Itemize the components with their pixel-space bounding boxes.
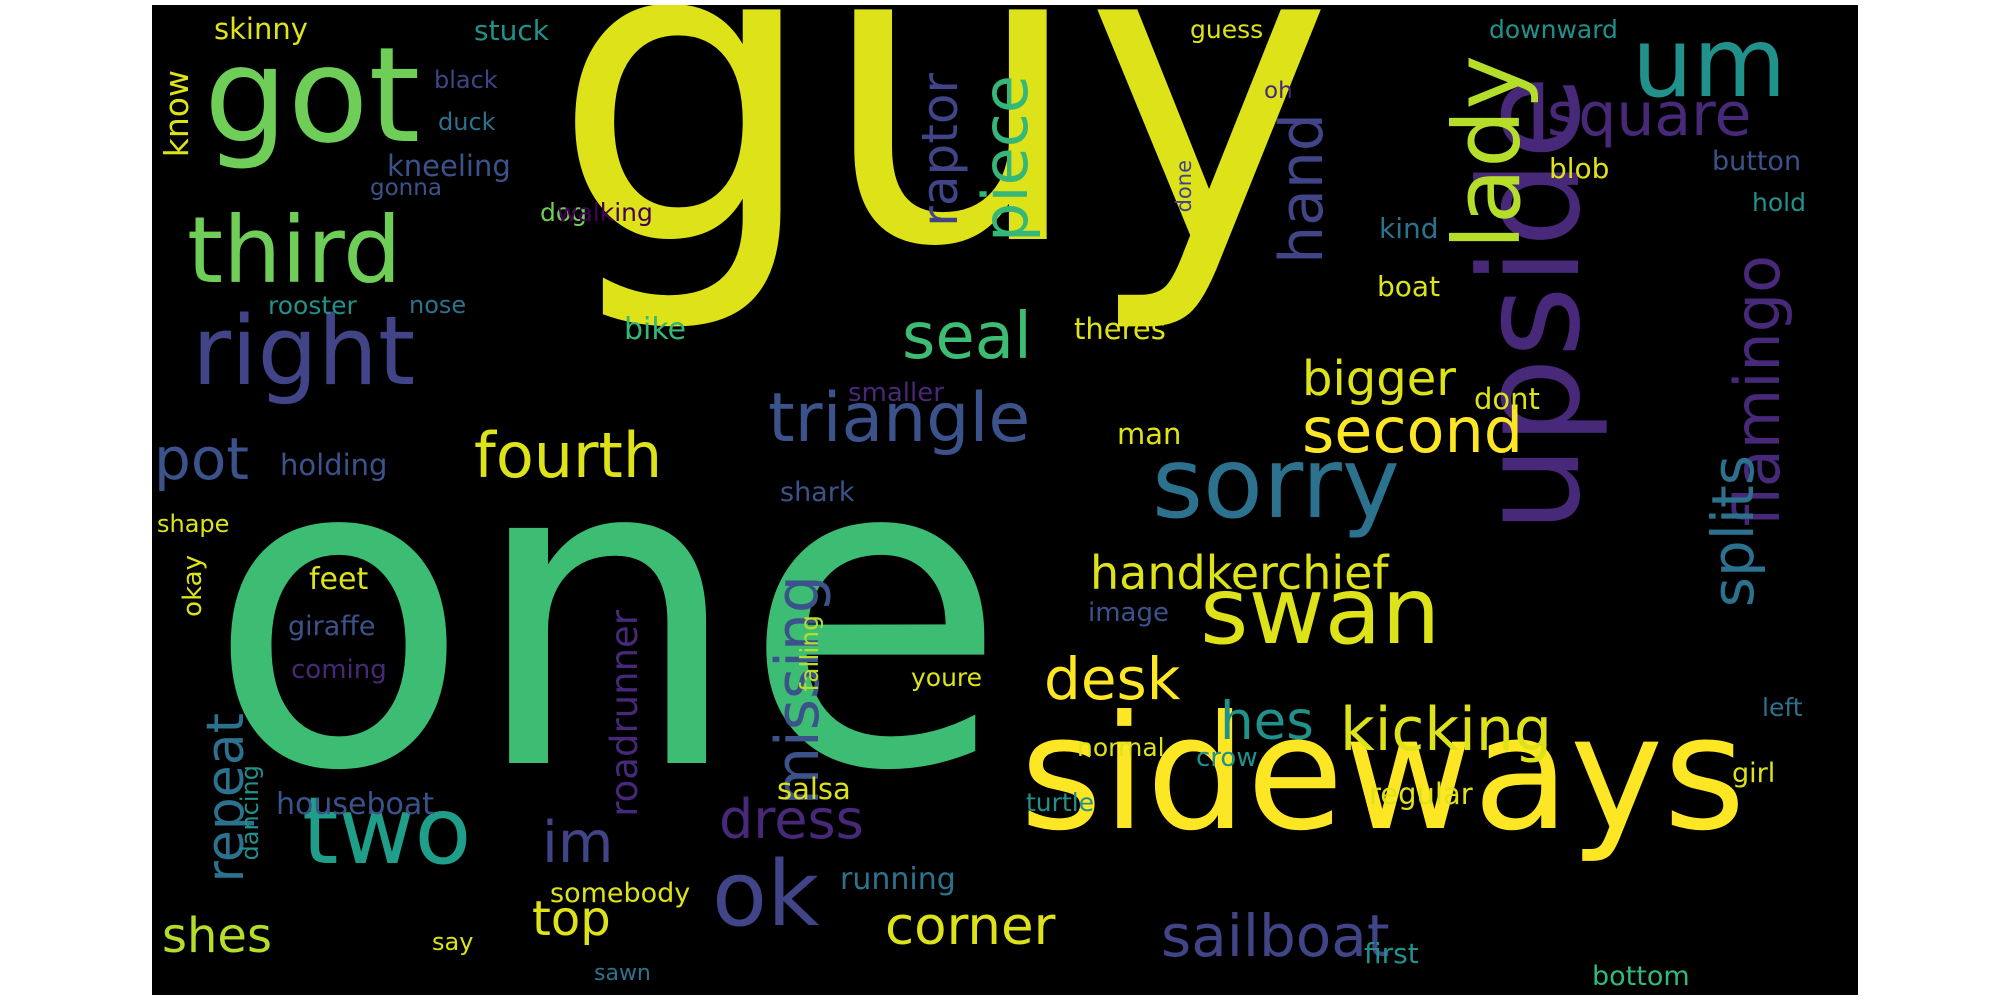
word: man [1117,417,1182,451]
word: splits [1699,455,1767,608]
word: sideways [1020,682,1746,866]
word: hold [1752,188,1806,217]
word: downward [1489,15,1618,44]
word-cloud: guy one sideways upside got um third rig… [152,5,1858,995]
word: top [532,891,611,947]
word: blob [1549,152,1610,185]
word: um [1632,7,1787,119]
word: bigger [1302,351,1457,407]
word: smaller [848,378,944,408]
word: feet [309,562,369,597]
word: seal [902,300,1032,374]
word: guess [1190,15,1264,44]
word: sorry [1152,427,1400,541]
word: square [1547,80,1752,150]
word: oh [1264,78,1293,104]
word: third [187,197,402,304]
word: houseboat [276,787,435,822]
word: normal [1077,733,1165,762]
word: kind [1379,212,1439,245]
word: falling [795,615,824,692]
word: one [207,365,1008,865]
word: bike [624,312,687,347]
word: desk [1044,645,1181,713]
word: shape [157,510,230,538]
word: walking [557,198,653,227]
word: nose [409,291,467,319]
word: running [840,862,956,897]
word: guy [552,5,1334,339]
word: second [1302,394,1524,467]
word: girl [1732,758,1776,789]
word: salsa [777,772,851,806]
word: two [302,777,472,885]
word: know [157,70,196,158]
word: handkerchief [1090,546,1389,600]
word: turtle [1026,788,1095,817]
word: sailboat [1161,902,1390,970]
word: dress [719,788,864,851]
word: raptor [911,73,969,227]
word: left [1762,693,1803,722]
word: roadrunner [603,610,646,817]
word: right [192,297,416,407]
word: pot [154,425,250,493]
word: hand [1267,113,1337,264]
word: duck [438,108,496,136]
word: skinny [214,12,308,46]
word: holding [280,448,388,482]
word: regular [1369,777,1473,811]
word: crow [1196,743,1258,773]
word: shark [780,477,855,508]
word: theres [1074,312,1166,346]
word: somebody [550,878,691,909]
word: okay [178,555,208,617]
word: im [542,810,614,876]
word: piece [969,75,1042,242]
word: lady [1434,55,1541,250]
word: dancing [236,765,264,861]
word: image [1088,598,1169,628]
word: corner [885,896,1056,957]
word: kicking [1340,695,1552,765]
word: triangle [768,379,1031,458]
word: say [432,928,474,956]
word: giraffe [288,611,376,642]
word: button [1712,146,1802,177]
word: ok [712,842,820,947]
word: swan [1200,557,1441,665]
word: kneeling [387,149,511,183]
word: gonna [370,175,442,201]
word: rooster [268,291,357,320]
word: got [204,19,421,173]
word: dog [540,198,588,227]
word: stuck [474,14,549,47]
word: done [1172,160,1196,213]
word: youre [911,663,983,692]
word: coming [291,655,387,685]
word: shes [162,908,272,964]
word: first [1364,937,1419,970]
word: hes [1220,691,1314,752]
word: fourth [474,419,663,492]
word: boat [1377,270,1441,303]
word: dont [1474,382,1540,416]
word: bottom [1592,961,1690,992]
word: sawn [594,961,651,986]
word: black [434,66,498,94]
